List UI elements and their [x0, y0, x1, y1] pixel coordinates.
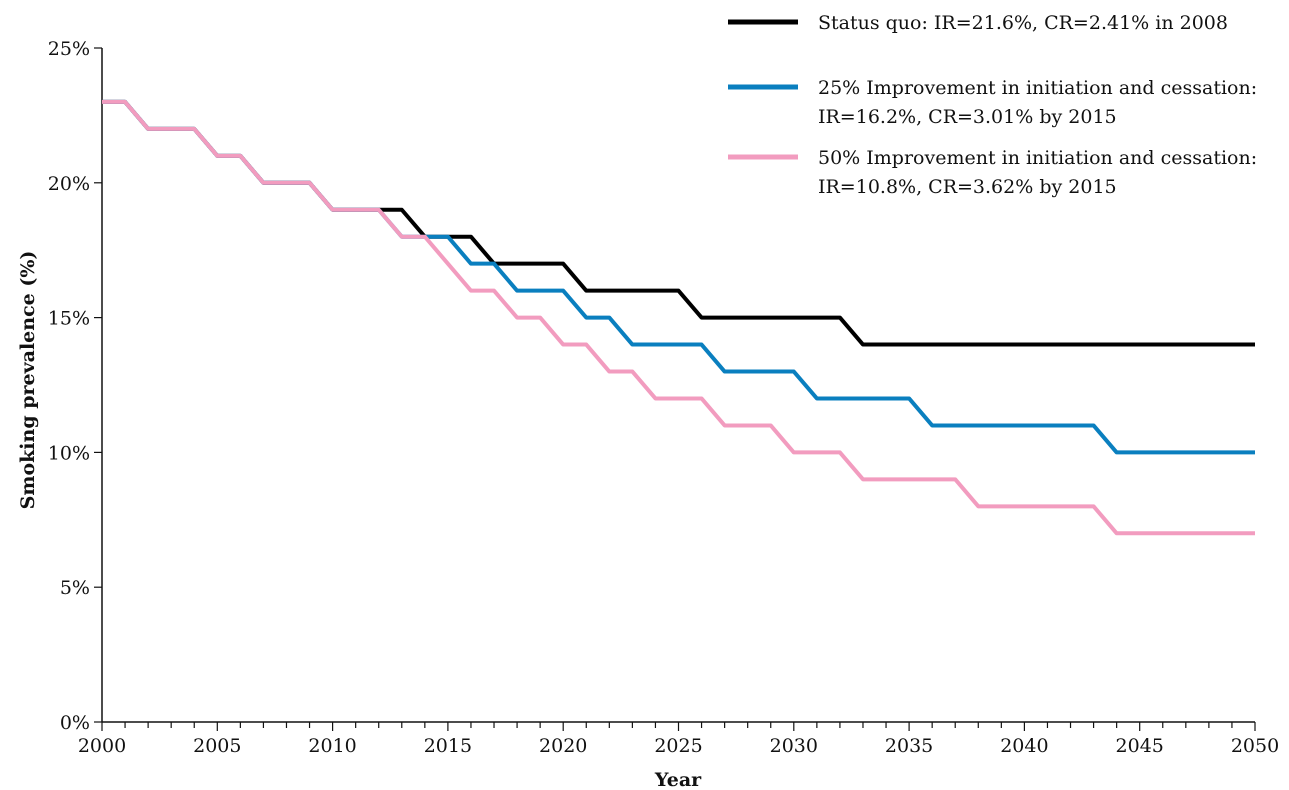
y-axis-title: Smoking prevalence (%)	[17, 251, 39, 510]
x-axis-title: Year	[654, 769, 702, 790]
legend-label-1: IR=16.2%, CR=3.01% by 2015	[818, 106, 1117, 128]
legend-label-2: IR=10.8%, CR=3.62% by 2015	[818, 176, 1117, 198]
y-axis: 0% 5% 10% 15% 20% 25%	[48, 38, 103, 734]
x-tick-label: 2020	[539, 735, 587, 757]
y-tick-label: 10%	[48, 442, 90, 464]
x-tick-label: 2030	[770, 735, 818, 757]
series-line-0	[102, 99, 1255, 347]
x-tick-label: 2015	[424, 735, 472, 757]
x-tick-label: 2025	[654, 735, 702, 757]
x-tick-label: 2035	[885, 735, 933, 757]
y-tick-label: 5%	[60, 577, 90, 599]
y-tick-label: 15%	[48, 308, 90, 330]
x-tick-label: 2040	[1000, 735, 1048, 757]
x-tick-label: 2010	[308, 735, 356, 757]
series-layer	[102, 99, 1255, 536]
legend-label-2: 50% Improvement in initiation and cessat…	[818, 147, 1257, 169]
y-tick-label: 0%	[60, 712, 90, 734]
legend-label-1: 25% Improvement in initiation and cessat…	[818, 77, 1257, 99]
x-tick-label: 2045	[1116, 735, 1164, 757]
legend: Status quo: IR=21.6%, CR=2.41% in 2008 25…	[728, 12, 1257, 198]
series-line-2	[102, 99, 1255, 536]
x-tick-label: 2050	[1231, 735, 1279, 757]
x-axis: 2000 2005 2010 2015 2020 2025 2030 2035 2040 2045…	[78, 721, 1279, 757]
legend-label-0: Status quo: IR=21.6%, CR=2.41% in 2008	[818, 12, 1228, 34]
y-tick-label: 25%	[48, 38, 90, 60]
x-tick-label: 2000	[78, 735, 126, 757]
x-tick-label: 2005	[193, 735, 241, 757]
y-tick-label: 20%	[48, 173, 90, 195]
